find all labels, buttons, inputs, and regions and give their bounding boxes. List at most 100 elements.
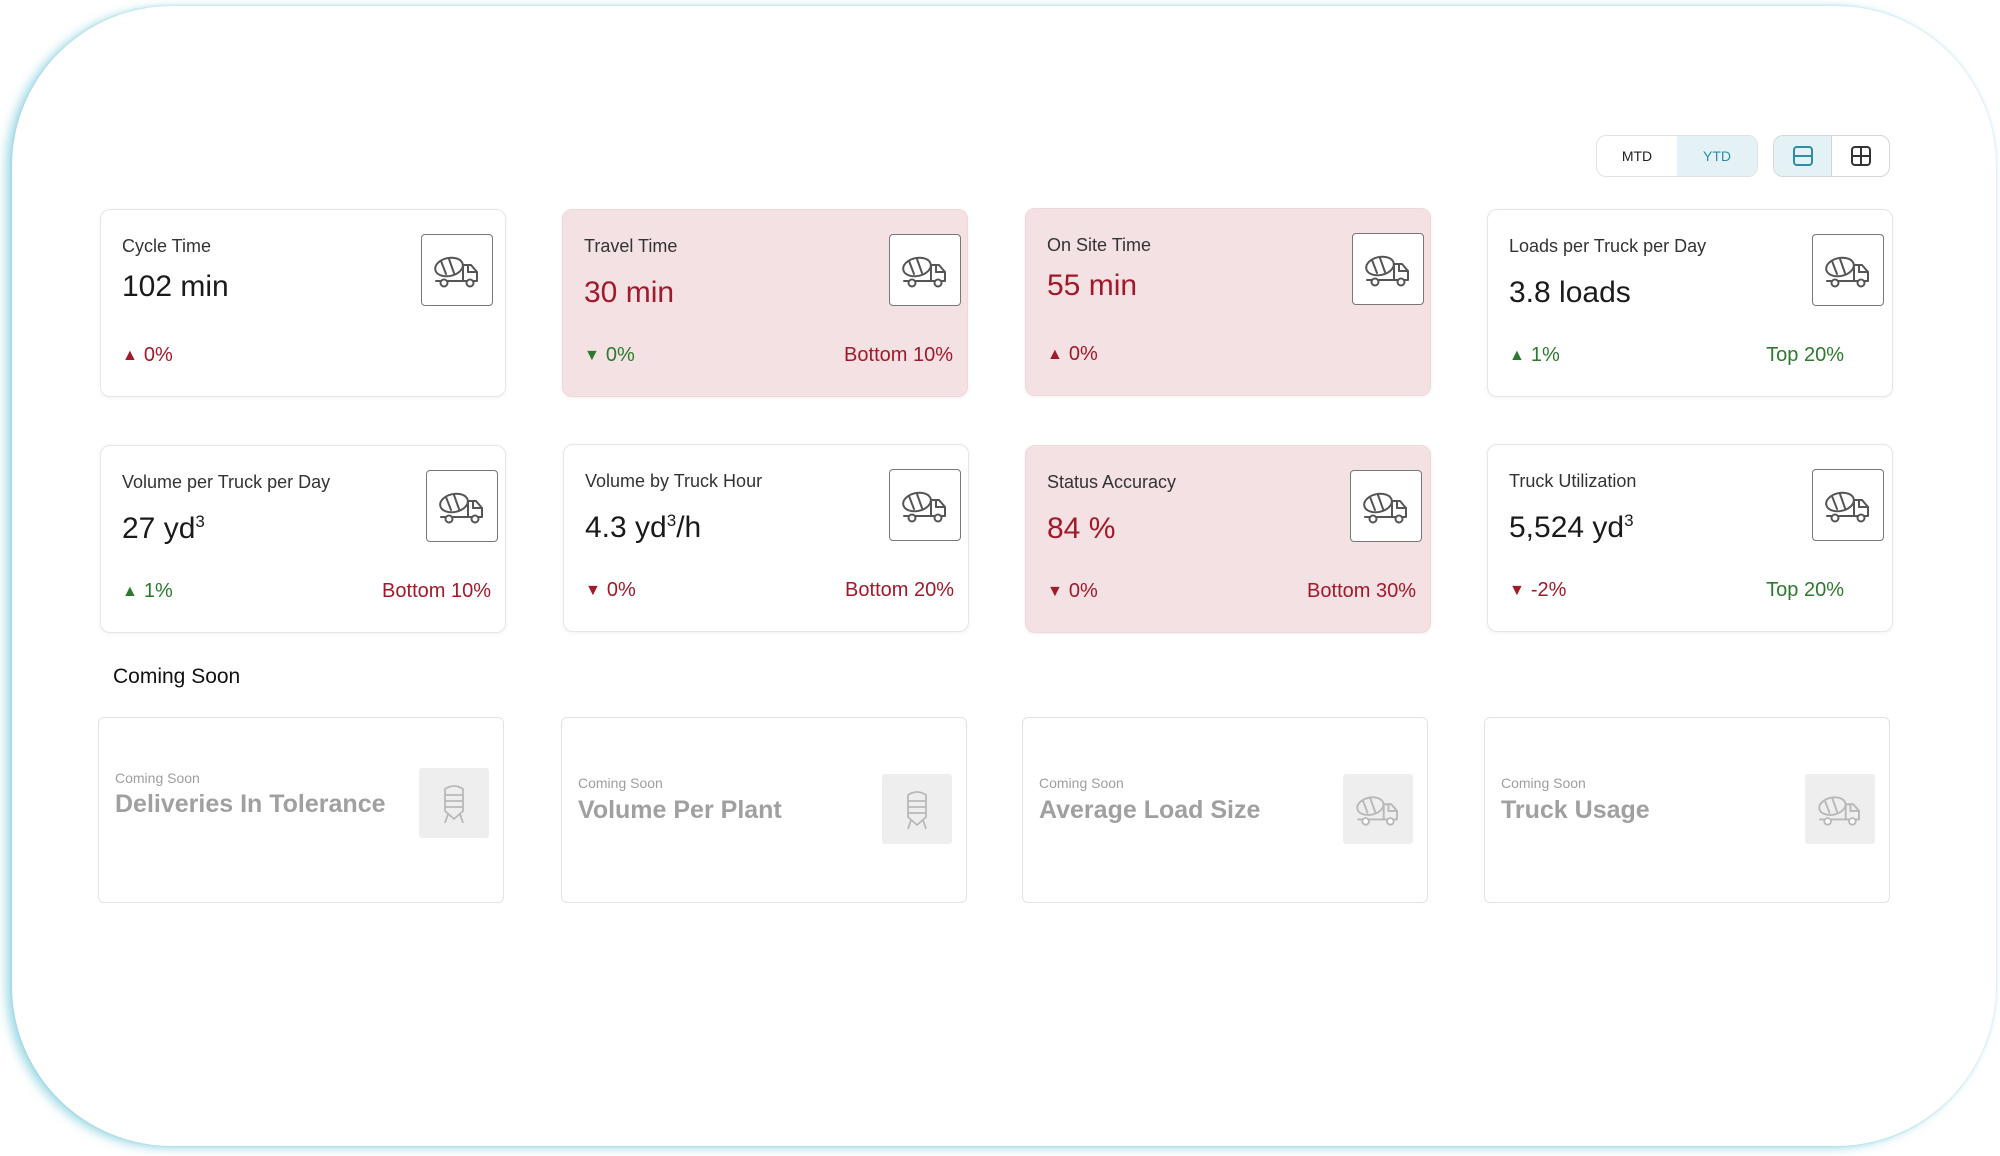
trend-down-icon: ▼ bbox=[1509, 581, 1525, 599]
mixer-truck-icon bbox=[1825, 491, 1869, 523]
mixer-truck-icon-box bbox=[889, 469, 961, 541]
metric-trend: ▲ 1% bbox=[1509, 344, 1560, 367]
metric-value-text: 27 yd bbox=[122, 512, 196, 545]
mixer-truck-icon-box bbox=[1352, 233, 1424, 305]
metric-card-status-accuracy[interactable]: Status Accuracy 84 % ▼ 0% Bottom 30% bbox=[1025, 445, 1431, 633]
metric-value-sup: 3 bbox=[666, 511, 677, 530]
coming-soon-title: Volume Per Plant bbox=[578, 796, 782, 824]
trend-down-icon: ▼ bbox=[585, 581, 601, 599]
mixer-truck-icon-box bbox=[1812, 469, 1884, 541]
trend-up-icon: ▲ bbox=[122, 346, 138, 364]
mixer-truck-icon bbox=[1356, 796, 1398, 826]
metric-value: 5,524 yd3 bbox=[1509, 511, 1634, 545]
metric-value: 55 min bbox=[1047, 269, 1138, 302]
coming-soon-card-volume-per-plant: Coming Soon Volume Per Plant bbox=[561, 717, 967, 903]
mixer-truck-icon-box bbox=[421, 234, 493, 306]
coming-soon-title: Truck Usage bbox=[1501, 796, 1650, 824]
mixer-truck-icon bbox=[902, 491, 946, 523]
metric-value-suffix: /h bbox=[676, 511, 702, 544]
metric-trend-value: 0% bbox=[1068, 580, 1098, 602]
metric-trend: ▲ 0% bbox=[1047, 343, 1098, 366]
metric-title: Cycle Time bbox=[122, 236, 212, 256]
metric-card-volume-per-truck[interactable]: Volume per Truck per Day 27 yd3 ▲ 1% Bot… bbox=[100, 445, 506, 633]
metric-rank: Top 20% bbox=[1766, 579, 1844, 601]
metric-value: 102 min bbox=[122, 270, 229, 303]
metric-trend: ▲ 0% bbox=[122, 344, 173, 367]
mixer-truck-icon-box bbox=[1812, 234, 1884, 306]
coming-soon-tag: Coming Soon bbox=[1039, 775, 1124, 791]
period-ytd-button[interactable]: YTD bbox=[1677, 136, 1757, 176]
metric-trend-value: 0% bbox=[606, 579, 636, 601]
metric-trend-value: 1% bbox=[1530, 344, 1560, 366]
mixer-truck-icon bbox=[1363, 492, 1407, 524]
metric-value-sup: 3 bbox=[195, 512, 205, 531]
coming-soon-title: Average Load Size bbox=[1039, 796, 1261, 824]
metric-rank: Bottom 20% bbox=[845, 579, 954, 601]
metric-value: 30 min bbox=[584, 276, 675, 309]
metric-title: Travel Time bbox=[584, 236, 678, 256]
metric-value-text: 5,524 yd bbox=[1509, 511, 1625, 544]
mixer-truck-icon-box bbox=[1350, 470, 1422, 542]
metric-value-text: 4.3 yd bbox=[585, 511, 667, 544]
trend-up-icon: ▲ bbox=[122, 582, 138, 600]
mixer-truck-icon bbox=[1818, 796, 1860, 826]
row-layout-button[interactable] bbox=[1774, 136, 1832, 176]
trend-up-icon: ▲ bbox=[1047, 345, 1063, 363]
metric-card-loads-per-truck[interactable]: Loads per Truck per Day 3.8 loads ▲ 1% T… bbox=[1487, 209, 1893, 397]
metric-trend: ▲ 1% bbox=[122, 580, 173, 603]
coming-soon-card-average-load-size: Coming Soon Average Load Size bbox=[1022, 717, 1428, 903]
metric-title: On Site Time bbox=[1047, 235, 1152, 255]
metric-rank: Top 20% bbox=[1766, 344, 1844, 366]
metric-trend: ▼ 0% bbox=[585, 579, 636, 602]
metric-rank: Bottom 10% bbox=[844, 344, 953, 366]
metric-trend: ▼ -2% bbox=[1509, 579, 1566, 602]
coming-soon-tag: Coming Soon bbox=[1501, 775, 1586, 791]
grid-layout-button[interactable] bbox=[1832, 136, 1889, 176]
metric-trend-value: 0% bbox=[1068, 343, 1098, 365]
metric-value: 84 % bbox=[1047, 512, 1116, 545]
metric-title: Status Accuracy bbox=[1047, 472, 1177, 492]
metric-card-on-site-time[interactable]: On Site Time 55 min ▲ 0% bbox=[1025, 208, 1431, 396]
period-mtd-button[interactable]: MTD bbox=[1621, 148, 1653, 164]
metric-card-truck-utilization[interactable]: Truck Utilization 5,524 yd3 ▼ -2% Top 20… bbox=[1487, 444, 1893, 632]
coming-soon-title: Deliveries In Tolerance bbox=[115, 790, 386, 818]
mixer-truck-icon bbox=[902, 256, 946, 288]
view-toggle bbox=[1773, 135, 1890, 177]
trend-up-icon: ▲ bbox=[1509, 346, 1525, 364]
mixer-truck-icon-box bbox=[426, 470, 498, 542]
mixer-truck-icon-box bbox=[889, 234, 961, 306]
metric-value: 4.3 yd3/h bbox=[585, 511, 701, 545]
metric-card-volume-by-truck-hour[interactable]: Volume by Truck Hour 4.3 yd3/h ▼ 0% Bott… bbox=[563, 444, 969, 632]
silo-icon-box bbox=[419, 768, 489, 838]
metric-title: Truck Utilization bbox=[1509, 471, 1637, 491]
trend-down-icon: ▼ bbox=[584, 346, 600, 364]
mixer-truck-icon bbox=[1825, 256, 1869, 288]
silo-icon bbox=[907, 791, 927, 830]
metric-trend-value: 0% bbox=[605, 344, 635, 366]
mixer-truck-icon-box bbox=[1343, 774, 1413, 844]
metric-rank: Bottom 30% bbox=[1307, 580, 1416, 602]
coming-soon-card-truck-usage: Coming Soon Truck Usage bbox=[1484, 717, 1890, 903]
metric-value: 27 yd3 bbox=[122, 512, 205, 546]
silo-icon bbox=[444, 785, 464, 824]
metric-rank: Bottom 10% bbox=[382, 580, 491, 602]
coming-soon-card-deliveries: Coming Soon Deliveries In Tolerance bbox=[98, 717, 504, 903]
period-toggle: MTD YTD bbox=[1596, 135, 1758, 177]
metric-trend-value: 0% bbox=[143, 344, 173, 366]
metric-card-travel-time[interactable]: Travel Time 30 min ▼ 0% Bottom 10% bbox=[562, 209, 968, 397]
trend-down-icon: ▼ bbox=[1047, 582, 1063, 600]
mixer-truck-icon bbox=[439, 492, 483, 524]
mixer-truck-icon-box bbox=[1805, 774, 1875, 844]
metric-trend: ▼ 0% bbox=[584, 344, 635, 367]
silo-icon-box bbox=[882, 774, 952, 844]
metric-title: Volume by Truck Hour bbox=[585, 471, 763, 491]
metric-card-cycle-time[interactable]: Cycle Time 102 min ▲ 0% bbox=[100, 209, 506, 397]
metric-trend-value: 1% bbox=[143, 580, 173, 602]
metric-trend-value: -2% bbox=[1530, 579, 1567, 601]
mixer-truck-icon bbox=[434, 256, 478, 288]
metric-value: 3.8 loads bbox=[1509, 276, 1631, 309]
metric-trend: ▼ 0% bbox=[1047, 580, 1098, 603]
metric-title: Loads per Truck per Day bbox=[1509, 236, 1707, 256]
grid-layout-icon bbox=[1850, 146, 1871, 166]
mixer-truck-icon bbox=[1365, 255, 1409, 287]
